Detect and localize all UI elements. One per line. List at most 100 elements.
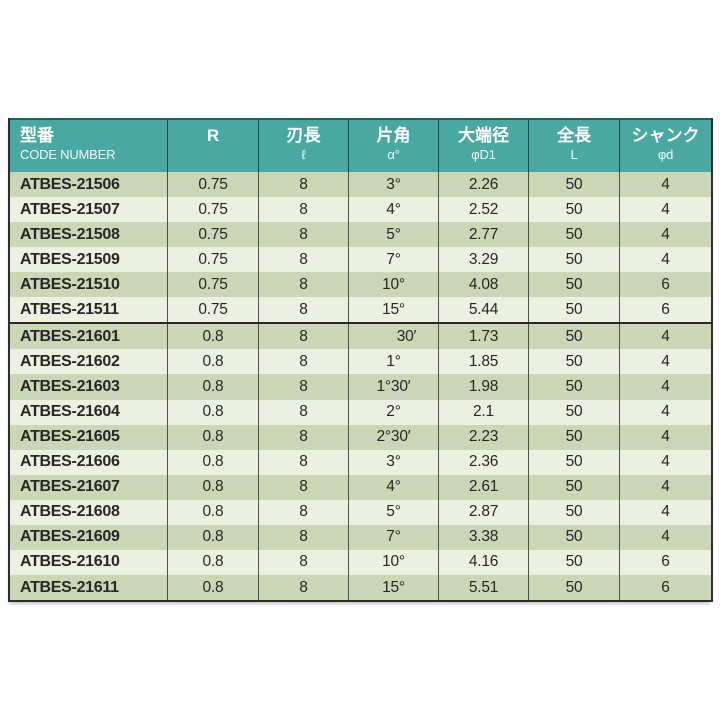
cell-half-angle: 1° [348, 349, 438, 375]
column-header-blade-length: 刃長 ℓ [258, 120, 348, 172]
cell-r: 0.8 [167, 449, 258, 475]
row-group-1: ATBES-21506 0.75 8 3° 2.26 50 4 ATBES-21507 0.75… [10, 172, 711, 323]
cell-large-end-dia: 2.26 [438, 172, 528, 198]
cell-overall-length: 50 [528, 424, 619, 450]
cell-r: 0.75 [167, 222, 258, 248]
cell-overall-length: 50 [528, 222, 619, 248]
cell-r: 0.75 [167, 247, 258, 273]
cell-code-number: ATBES-21608 [20, 503, 120, 521]
cell-code-number: ATBES-21603 [20, 378, 120, 396]
cell-blade-length: 8 [258, 474, 348, 500]
table-row: ATBES-21605 0.8 8 2°30′ 2.23 50 4 [10, 424, 711, 450]
cell-shank-dia: 4 [619, 172, 711, 198]
cell-blade-length: 8 [258, 399, 348, 425]
table-row: ATBES-21602 0.8 8 1° 1.85 50 4 [10, 349, 711, 375]
cell-code-number: ATBES-21609 [20, 528, 120, 546]
cell-half-angle: 7° [348, 247, 438, 273]
table-row: ATBES-21601 0.8 8 30′ 1.73 50 4 [10, 324, 711, 350]
cell-code-number: ATBES-21602 [20, 352, 120, 370]
cell-r: 0.75 [167, 197, 258, 223]
cell-half-angle: 2°30′ [348, 424, 438, 450]
table-row: ATBES-21510 0.75 8 10° 4.08 50 6 [10, 272, 711, 298]
cell-code-number: ATBES-21607 [20, 478, 120, 496]
cell-overall-length: 50 [528, 324, 619, 350]
cell-r: 0.8 [167, 349, 258, 375]
cell-shank-dia: 4 [619, 222, 711, 248]
cell-code-number: ATBES-21509 [20, 250, 120, 268]
cell-shank-dia: 4 [619, 374, 711, 400]
column-title: シャンク [631, 126, 700, 145]
table-row: ATBES-21509 0.75 8 7° 3.29 50 4 [10, 247, 711, 273]
cell-blade-length: 8 [258, 172, 348, 198]
cell-large-end-dia: 2.61 [438, 474, 528, 500]
cell-code-number: ATBES-21605 [20, 428, 120, 446]
cell-half-angle: 4° [348, 474, 438, 500]
cell-blade-length: 8 [258, 374, 348, 400]
cell-code-number: ATBES-21506 [20, 175, 120, 193]
cell-half-angle: 15° [348, 297, 438, 323]
cell-r: 0.8 [167, 424, 258, 450]
cell-r: 0.8 [167, 499, 258, 525]
cell-half-angle: 5° [348, 222, 438, 248]
table-row: ATBES-21608 0.8 8 5° 2.87 50 4 [10, 499, 711, 525]
cell-large-end-dia: 2.23 [438, 424, 528, 450]
cell-large-end-dia: 2.87 [438, 499, 528, 525]
table-row: ATBES-21508 0.75 8 5° 2.77 50 4 [10, 222, 711, 248]
cell-shank-dia: 4 [619, 324, 711, 350]
cell-shank-dia: 4 [619, 349, 711, 375]
cell-overall-length: 50 [528, 549, 619, 575]
table-row: ATBES-21610 0.8 8 10° 4.16 50 6 [10, 549, 711, 575]
column-header-overall-length: 全長 L [528, 120, 619, 172]
cell-r: 0.8 [167, 549, 258, 575]
cell-blade-length: 8 [258, 222, 348, 248]
cell-blade-length: 8 [258, 524, 348, 550]
cell-half-angle: 4° [348, 197, 438, 223]
cell-large-end-dia: 2.52 [438, 197, 528, 223]
table-row: ATBES-21507 0.75 8 4° 2.52 50 4 [10, 197, 711, 223]
column-header-r: R [167, 120, 258, 172]
table-row: ATBES-21603 0.8 8 1°30′ 1.98 50 4 [10, 374, 711, 400]
column-title: 片角 [376, 126, 411, 145]
table-row: ATBES-21506 0.75 8 3° 2.26 50 4 [10, 172, 711, 198]
cell-r: 0.8 [167, 474, 258, 500]
cell-large-end-dia: 1.85 [438, 349, 528, 375]
cell-overall-length: 50 [528, 474, 619, 500]
cell-overall-length: 50 [528, 247, 619, 273]
column-header-shank-dia: シャンク φd [619, 120, 711, 172]
cell-half-angle: 1°30′ [348, 374, 438, 400]
cell-half-angle: 2° [348, 399, 438, 425]
column-subtitle: ℓ [301, 147, 306, 162]
column-title: R [206, 126, 220, 145]
cell-half-angle: 15° [348, 574, 438, 601]
table-row: ATBES-21604 0.8 8 2° 2.1 50 4 [10, 399, 711, 425]
column-title: 刃長 [286, 126, 321, 145]
column-subtitle: φD1 [471, 147, 496, 162]
cell-blade-length: 8 [258, 247, 348, 273]
cell-shank-dia: 6 [619, 297, 711, 323]
cell-code-number: ATBES-21610 [20, 553, 120, 571]
cell-overall-length: 50 [528, 499, 619, 525]
cell-large-end-dia: 3.38 [438, 524, 528, 550]
table-row: ATBES-21609 0.8 8 7° 3.38 50 4 [10, 524, 711, 550]
cell-shank-dia: 6 [619, 574, 711, 601]
cell-r: 0.75 [167, 272, 258, 298]
column-title: 型番 [20, 126, 54, 145]
column-subtitle: φd [657, 147, 674, 162]
table-row: ATBES-21607 0.8 8 4° 2.61 50 4 [10, 474, 711, 500]
cell-r: 0.8 [167, 524, 258, 550]
cell-half-angle: 3° [348, 172, 438, 198]
table-body: ATBES-21506 0.75 8 3° 2.26 50 4 ATBES-21507 0.75… [10, 172, 711, 601]
cell-shank-dia: 4 [619, 449, 711, 475]
cell-shank-dia: 4 [619, 424, 711, 450]
cell-half-angle: 10° [348, 272, 438, 298]
column-subtitle: L [570, 147, 578, 162]
cell-r: 0.8 [167, 374, 258, 400]
cell-shank-dia: 6 [619, 272, 711, 298]
cell-blade-length: 8 [258, 349, 348, 375]
cell-overall-length: 50 [528, 272, 619, 298]
cell-r: 0.75 [167, 297, 258, 323]
column-header-half-angle: 片角 α° [348, 120, 438, 172]
cell-r: 0.75 [167, 172, 258, 198]
table-row: ATBES-21606 0.8 8 3° 2.36 50 4 [10, 449, 711, 475]
